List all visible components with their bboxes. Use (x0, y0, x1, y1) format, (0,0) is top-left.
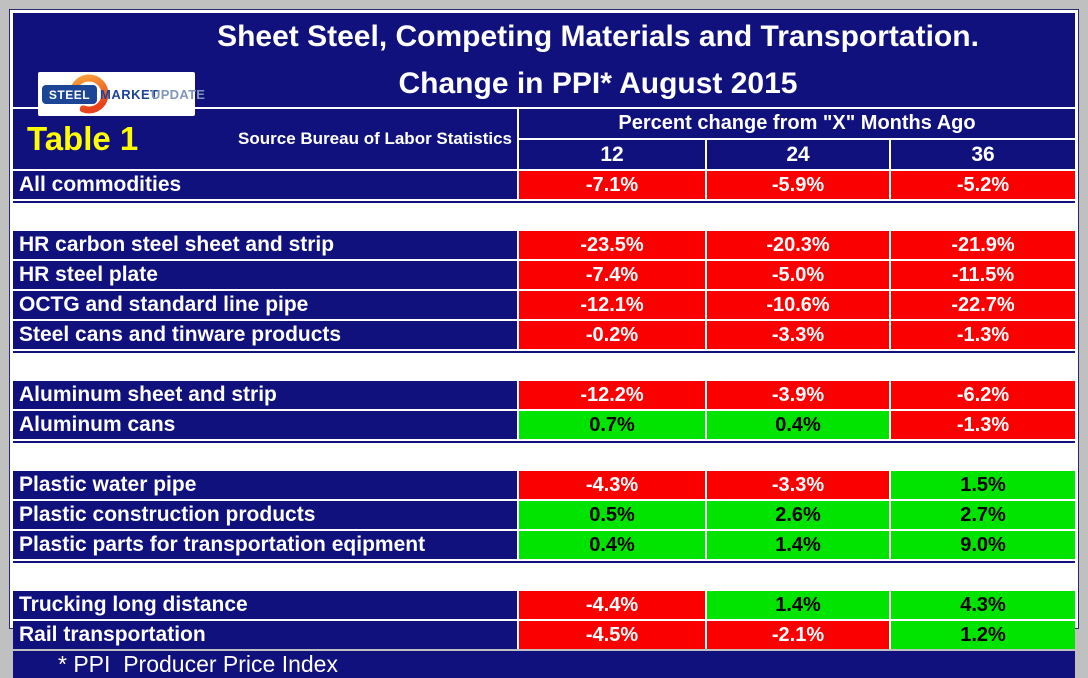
row-label: Trucking long distance (13, 591, 517, 619)
group-separator (13, 561, 1075, 563)
value-cell: -23.5% (519, 231, 705, 259)
row-label: Plastic water pipe (13, 471, 517, 499)
group-separator (13, 201, 1075, 203)
logo-market-text: MARKET (100, 87, 159, 102)
row-label: HR steel plate (13, 261, 517, 289)
page-title-line1: Sheet Steel, Competing Materials and Tra… (217, 20, 979, 53)
value-cell: 2.7% (891, 501, 1075, 529)
value-cell: 0.7% (519, 411, 705, 439)
row-label: All commodities (13, 171, 517, 199)
value-cell: 2.6% (707, 501, 889, 529)
row-label: Aluminum cans (13, 411, 517, 439)
value-cell: -2.1% (707, 621, 889, 649)
value-cell: -4.5% (519, 621, 705, 649)
table-body: All commodities -7.1% -5.9% -5.2% HR car… (13, 171, 1075, 649)
column-header-24: 24 (707, 140, 889, 169)
value-cell: -6.2% (891, 381, 1075, 409)
row-label: OCTG and standard line pipe (13, 291, 517, 319)
value-cell: 9.0% (891, 531, 1075, 559)
value-cell: -1.3% (891, 411, 1075, 439)
table-frame: STEEL MARKET UPDATE Sheet Steel, Competi… (9, 9, 1079, 678)
value-cell: 1.4% (707, 531, 889, 559)
value-cell: -3.3% (707, 321, 889, 349)
group-separator (13, 351, 1075, 353)
value-cell: -12.1% (519, 291, 705, 319)
value-cell: -12.2% (519, 381, 705, 409)
value-cell: -11.5% (891, 261, 1075, 289)
value-cell: 1.4% (707, 591, 889, 619)
page-title-line2: Change in PPI* August 2015 (398, 67, 798, 100)
table-info-cell: Table 1 Source Bureau of Labor Statistic… (13, 109, 517, 169)
screenshot-root: { "colors": { "navy": "#11117E", "negati… (9, 9, 1079, 678)
value-cell: -3.3% (707, 471, 889, 499)
row-label: Steel cans and tinware products (13, 321, 517, 349)
value-cell: -0.2% (519, 321, 705, 349)
value-cell: 1.5% (891, 471, 1075, 499)
value-cell: -5.0% (707, 261, 889, 289)
steel-market-update-logo: STEEL MARKET UPDATE (38, 72, 205, 116)
value-cell: -20.3% (707, 231, 889, 259)
row-label: Rail transportation (13, 621, 517, 649)
value-cell: 0.5% (519, 501, 705, 529)
value-cell: -4.4% (519, 591, 705, 619)
logo-steel-text: STEEL (42, 85, 97, 104)
value-cell: 1.2% (891, 621, 1075, 649)
column-header-36: 36 (891, 140, 1075, 169)
value-cell: 0.4% (707, 411, 889, 439)
row-label: Aluminum sheet and strip (13, 381, 517, 409)
value-cell: -3.9% (707, 381, 889, 409)
value-cell: -4.3% (519, 471, 705, 499)
value-cell: 0.4% (519, 531, 705, 559)
table-number-label: Table 1 (27, 120, 139, 157)
table-header: Table 1 Source Bureau of Labor Statistic… (13, 109, 1075, 169)
column-header-12: 12 (519, 140, 705, 169)
row-label: Plastic parts for transportation eqipmen… (13, 531, 517, 559)
row-label: HR carbon steel sheet and strip (13, 231, 517, 259)
value-cell: -5.9% (707, 171, 889, 199)
value-cell: -21.9% (891, 231, 1075, 259)
logo-update-text: UPDATE (151, 87, 206, 102)
value-cell: -7.1% (519, 171, 705, 199)
column-group-header: Percent change from "X" Months Ago (519, 109, 1075, 138)
value-cell: -22.7% (891, 291, 1075, 319)
value-cell: -10.6% (707, 291, 889, 319)
title-block: STEEL MARKET UPDATE Sheet Steel, Competi… (13, 13, 1075, 116)
group-separator (13, 441, 1075, 443)
row-label: Plastic construction products (13, 501, 517, 529)
value-cell: 4.3% (891, 591, 1075, 619)
footnote: * PPI Producer Price Index (13, 651, 1075, 678)
source-label: Source Bureau of Labor Statistics (238, 129, 512, 148)
value-cell: -7.4% (519, 261, 705, 289)
value-cell: -5.2% (891, 171, 1075, 199)
value-cell: -1.3% (891, 321, 1075, 349)
